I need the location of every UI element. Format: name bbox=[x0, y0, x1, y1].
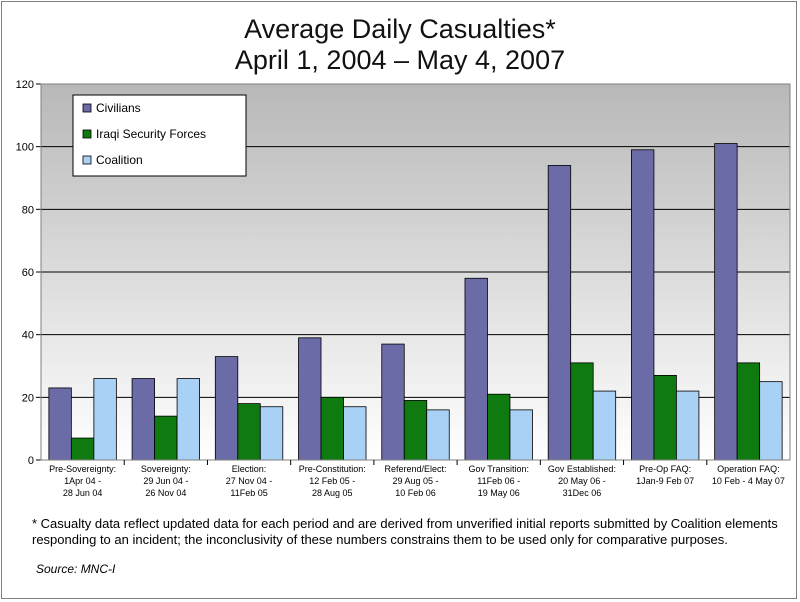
bar-civilians bbox=[714, 143, 738, 461]
bar-coalition bbox=[259, 406, 284, 461]
legend-label: Civilians bbox=[96, 101, 141, 115]
bar-iraqi-security-forces bbox=[320, 396, 344, 461]
bar-civilians bbox=[298, 337, 322, 461]
chart-title: Average Daily Casualties* bbox=[244, 14, 556, 44]
x-category-label: 1Apr 04 - bbox=[64, 476, 101, 486]
bar-civilians bbox=[464, 277, 488, 461]
bar-coalition bbox=[343, 406, 367, 461]
plot-border bbox=[40, 83, 791, 461]
y-tick-label: 20 bbox=[22, 392, 34, 404]
x-category-label: 10 Feb 06 bbox=[395, 488, 436, 498]
legend-swatch bbox=[82, 129, 92, 139]
x-category-label: 28 Aug 05 bbox=[312, 488, 353, 498]
chart-subtitle: April 1, 2004 – May 4, 2007 bbox=[234, 45, 566, 75]
x-category-label: 29 Jun 04 - bbox=[143, 476, 188, 486]
y-tick-label: 40 bbox=[22, 330, 34, 342]
x-category-label: 31Dec 06 bbox=[563, 488, 602, 498]
bar-iraqi-security-forces bbox=[154, 415, 178, 461]
bar-civilians bbox=[547, 165, 572, 461]
x-category-label: Election: bbox=[232, 464, 267, 474]
bar-coalition bbox=[509, 409, 533, 461]
bar-coalition bbox=[426, 409, 450, 461]
legend-label: Iraqi Security Forces bbox=[96, 127, 206, 141]
y-tick-label: 0 bbox=[28, 455, 34, 467]
x-category-label: Referend/Elect: bbox=[384, 464, 446, 474]
legend-swatch bbox=[82, 155, 92, 165]
x-category-label: 27 Nov 04 - bbox=[226, 476, 273, 486]
legend-label: Coalition bbox=[96, 153, 143, 167]
x-category-label: 1Jan-9 Feb 07 bbox=[636, 476, 694, 486]
x-category-label: 28 Jun 04 bbox=[63, 488, 103, 498]
x-category-label: Pre-Sovereignty: bbox=[49, 464, 116, 474]
bar-coalition bbox=[676, 390, 700, 461]
x-category-label: 29 Aug 05 - bbox=[392, 476, 438, 486]
bar-iraqi-security-forces bbox=[70, 437, 95, 461]
x-category-label: Sovereignty: bbox=[141, 464, 191, 474]
x-category-label: 11Feb 06 - bbox=[477, 476, 520, 486]
source-note: Source: MNC-I bbox=[36, 562, 116, 576]
bar-iraqi-security-forces bbox=[487, 393, 511, 461]
x-category-label: 10 Feb - 4 May 07 bbox=[712, 476, 785, 486]
legend-swatch bbox=[82, 103, 92, 113]
x-category-label: 11Feb 05 bbox=[230, 488, 267, 498]
bar-civilians bbox=[131, 378, 155, 461]
bar-iraqi-security-forces bbox=[570, 362, 594, 461]
bar-iraqi-security-forces bbox=[237, 403, 261, 461]
bar-coalition bbox=[592, 390, 617, 461]
chart-title-block: Average Daily Casualties* April 1, 2004 … bbox=[0, 14, 800, 76]
legend-box bbox=[72, 94, 247, 177]
x-category-label: Pre-Constitution: bbox=[299, 464, 366, 474]
y-tick-label: 80 bbox=[22, 204, 34, 216]
y-tick-label: 120 bbox=[16, 79, 34, 91]
x-category-label: 12 Feb 05 - bbox=[309, 476, 355, 486]
bar-coalition bbox=[759, 381, 783, 461]
x-category-label: 20 May 06 - bbox=[558, 476, 606, 486]
bar-civilians bbox=[381, 343, 405, 461]
footnote: * Casualty data reflect updated data for… bbox=[32, 516, 778, 547]
bar-iraqi-security-forces bbox=[653, 374, 677, 461]
x-category-label: Gov Transition: bbox=[468, 464, 529, 474]
x-category-label: Gov Established: bbox=[548, 464, 616, 474]
x-category-label: 19 May 06 bbox=[478, 488, 520, 498]
y-tick-label: 100 bbox=[16, 142, 34, 154]
bar-civilians bbox=[214, 356, 239, 461]
bar-iraqi-security-forces bbox=[736, 362, 761, 461]
bar-civilians bbox=[631, 149, 655, 461]
x-category-label: 26 Nov 04 bbox=[145, 488, 186, 498]
bar-iraqi-security-forces bbox=[403, 400, 428, 461]
x-category-label: Pre-Op FAQ: bbox=[639, 464, 691, 474]
x-category-label: Operation FAQ: bbox=[717, 464, 780, 474]
y-tick-label: 60 bbox=[22, 267, 34, 279]
bar-coalition bbox=[93, 378, 117, 461]
bar-coalition bbox=[176, 378, 200, 461]
bar-civilians bbox=[48, 387, 72, 461]
